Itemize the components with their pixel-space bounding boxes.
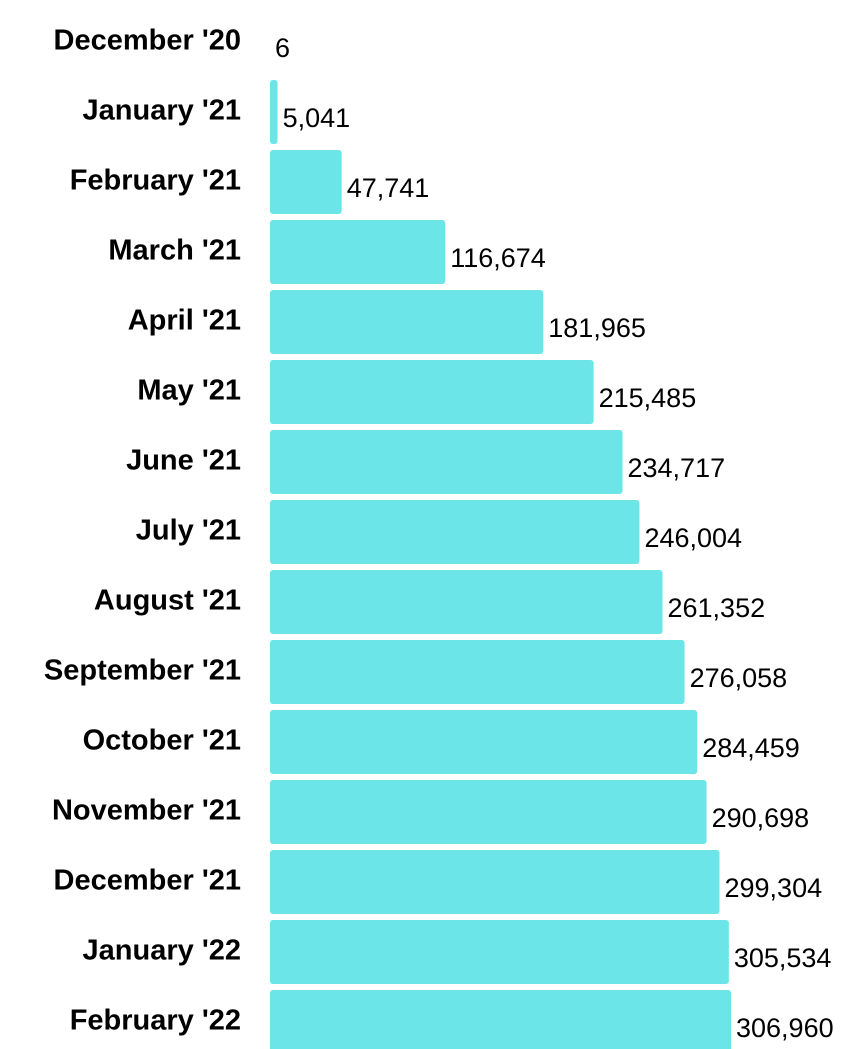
value-label: 276,058 (690, 663, 788, 693)
value-label: 299,304 (725, 873, 823, 903)
bar (270, 150, 342, 214)
value-label: 306,960 (736, 1013, 834, 1043)
category-label: January '21 (83, 95, 241, 127)
category-label: March '21 (108, 235, 241, 267)
bar (270, 500, 640, 564)
bar (270, 570, 663, 634)
value-label: 246,004 (644, 523, 742, 553)
bar (270, 850, 720, 914)
category-label: October '21 (83, 725, 241, 757)
bar (270, 430, 623, 494)
value-label: 116,674 (450, 243, 546, 273)
value-label: 290,698 (712, 803, 810, 833)
value-label: 5,041 (283, 103, 351, 133)
category-label: July '21 (136, 515, 241, 547)
category-label: December '20 (54, 25, 241, 57)
category-label: June '21 (126, 445, 241, 477)
value-label: 261,352 (668, 593, 766, 623)
category-label: September '21 (44, 655, 241, 687)
bar (270, 640, 685, 704)
category-label: May '21 (137, 375, 241, 407)
bar (270, 220, 446, 284)
category-label: November '21 (52, 795, 241, 827)
value-label: 181,965 (548, 313, 646, 343)
value-label: 215,485 (599, 383, 697, 413)
bar (270, 710, 698, 774)
category-label: December '21 (54, 865, 241, 897)
bar (270, 360, 594, 424)
bar (270, 780, 707, 844)
value-label: 284,459 (702, 733, 800, 763)
bar (270, 80, 278, 144)
value-label: 305,534 (734, 943, 832, 973)
bar (270, 290, 544, 354)
category-label: January '22 (83, 935, 241, 967)
category-label: April '21 (128, 305, 241, 337)
bar (270, 920, 729, 984)
value-label: 47,741 (347, 173, 430, 203)
category-label: February '21 (70, 165, 241, 197)
bar (270, 990, 731, 1049)
category-label: February '22 (70, 1005, 241, 1037)
value-label: 6 (275, 33, 290, 63)
value-label: 234,717 (628, 453, 726, 483)
category-label: August '21 (94, 585, 241, 617)
